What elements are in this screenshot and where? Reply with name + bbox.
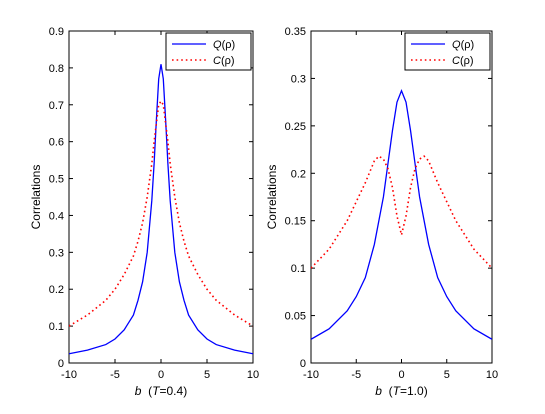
x-axis-label: b (T=1.0) [375, 384, 427, 398]
y-axis-label: Correlations [29, 165, 43, 230]
x-tick-label: 10 [486, 369, 498, 381]
y-tick-label: 0.1 [49, 321, 64, 333]
x-tick-label: 5 [444, 369, 450, 381]
panel-2: -10 -5 0 5 10 0 0.05 0.1 0.15 0.2 0.25 0.3 0.35 b (T=… [265, 26, 498, 398]
y-tick-label: 0 [58, 358, 64, 370]
y-tick-label: 0.15 [285, 216, 306, 228]
y-tick-label: 0.6 [49, 137, 64, 149]
y-tick-label: 0.3 [49, 247, 64, 259]
y-tick-label: 0.1 [291, 263, 306, 275]
x-tick-label: -10 [61, 369, 77, 381]
panel-1: -10 -5 0 5 10 0 0.1 0.2 0.3 0.4 0.5 0.6 0.7 0.8 0.9 b (… [29, 26, 259, 398]
x-tick-label: 0 [398, 369, 404, 381]
legend-label-c: C(ρ) [213, 55, 235, 67]
legend-label-q: Q(ρ) [452, 39, 474, 51]
x-tick-label: -5 [351, 369, 361, 381]
y-tick-label: 0.9 [49, 26, 64, 38]
legend-label-c: C(ρ) [452, 55, 474, 67]
legend-label-q: Q(ρ) [213, 39, 235, 51]
x-tick-label: 5 [204, 369, 210, 381]
y-tick-label: 0.25 [285, 121, 306, 133]
y-tick-label: 0 [300, 358, 306, 370]
x-tick-label: -5 [110, 369, 120, 381]
y-tick-label: 0.2 [49, 284, 64, 296]
x-tick-label: 10 [247, 369, 259, 381]
y-tick-label: 0.3 [291, 73, 306, 85]
series-line-c [69, 99, 253, 327]
series-line-c [311, 155, 492, 269]
x-axis-label: b (T=0.4) [135, 384, 187, 398]
y-tick-label: 0.7 [49, 100, 64, 112]
y-tick-label: 0.2 [291, 168, 306, 180]
legend-box [404, 32, 491, 71]
y-tick-label: 0.05 [285, 311, 306, 323]
series-line-q [311, 88, 492, 340]
y-tick-label: 0.8 [49, 63, 64, 75]
y-axis-label: Correlations [265, 165, 279, 230]
y-tick-label: 0.4 [49, 210, 64, 222]
legend-box [165, 32, 252, 71]
y-tick-label: 0.5 [49, 174, 64, 186]
x-tick-label: -10 [303, 369, 319, 381]
plot-area-frame [68, 30, 254, 364]
series-line-q [69, 64, 253, 355]
y-tick-label: 0.35 [285, 26, 306, 38]
plot-area-frame [310, 30, 493, 364]
x-tick-label: 0 [158, 369, 164, 381]
